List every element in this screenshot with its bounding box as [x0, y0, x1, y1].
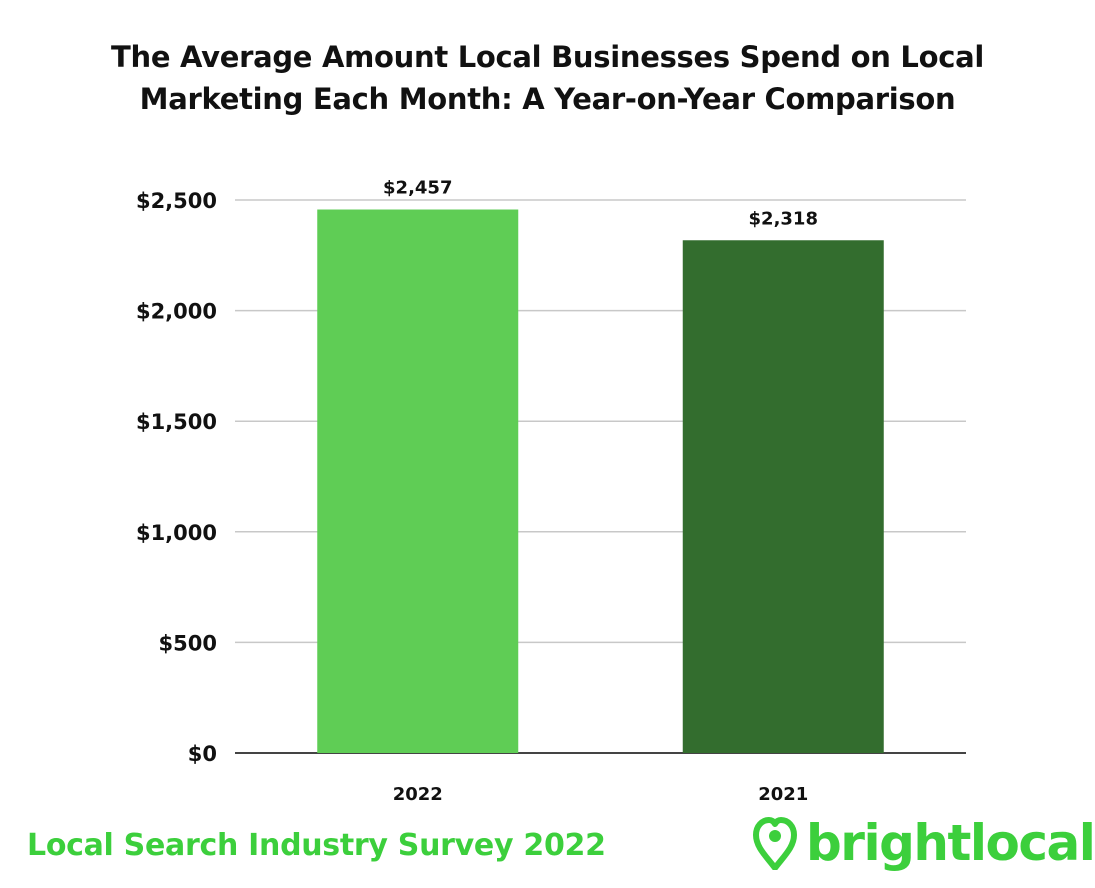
- y-tick-label: $1,000: [136, 521, 217, 545]
- x-tick-label: 2022: [393, 784, 443, 805]
- data-label: $2,457: [383, 178, 452, 199]
- y-tick-label: $2,500: [136, 189, 217, 213]
- chart-title-line-2: Marketing Each Month: A Year-on-Year Com…: [139, 82, 956, 116]
- brand-name: brightlocal: [806, 814, 1095, 872]
- bar: [317, 209, 519, 753]
- brand-logo: brightlocal: [752, 814, 1095, 872]
- bar: [682, 240, 884, 753]
- survey-label: Local Search Industry Survey 2022: [27, 828, 606, 863]
- chart-title: The Average Amount Local Businesses Spen…: [0, 36, 1095, 120]
- y-tick-label: $1,500: [136, 410, 217, 434]
- y-tick-label: $500: [159, 631, 217, 655]
- chart-title-line-1: The Average Amount Local Businesses Spen…: [111, 40, 984, 74]
- y-tick-label: $2,000: [136, 300, 217, 324]
- y-tick-label: $0: [188, 742, 217, 766]
- heart-location-pin-icon: [753, 817, 797, 870]
- data-label: $2,318: [749, 208, 818, 229]
- x-tick-label: 2021: [758, 784, 808, 805]
